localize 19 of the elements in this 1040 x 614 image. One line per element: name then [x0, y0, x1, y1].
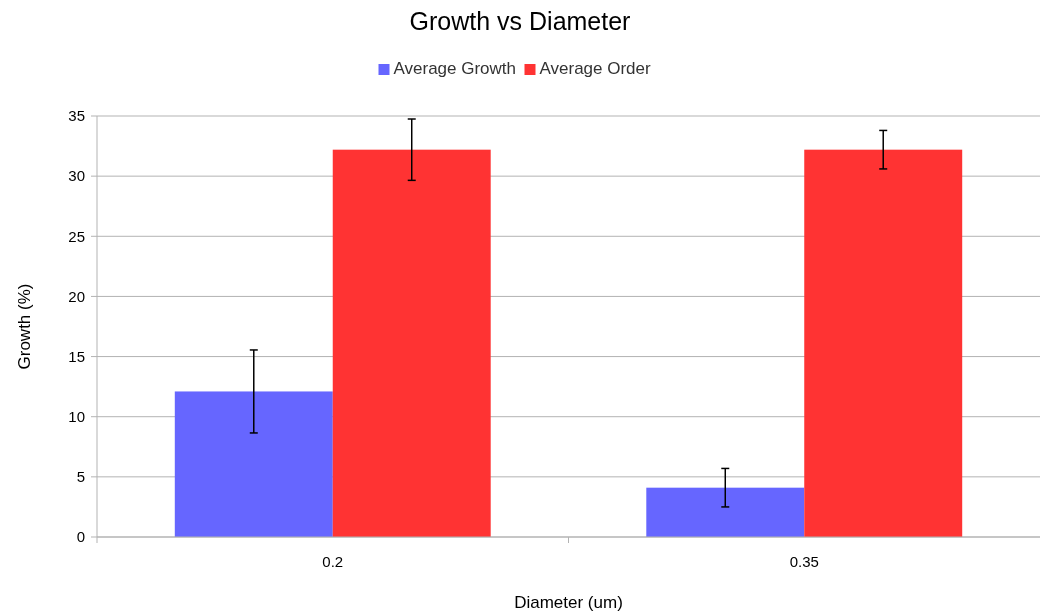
y-tick-label: 25 [68, 227, 85, 245]
x-axis-title: Diameter (um) [514, 593, 623, 612]
bar [804, 149, 963, 537]
y-tick-label: 20 [68, 287, 85, 305]
y-tick-label: 0 [76, 528, 85, 546]
legend-label: Average Order [539, 59, 652, 78]
y-tick-label: 5 [76, 468, 85, 486]
y-axis-title: Growth (%) [15, 283, 34, 370]
y-tick-label: 15 [68, 347, 85, 365]
chart-title: Growth vs Diameter [409, 7, 631, 35]
y-tick-label: 35 [68, 107, 85, 125]
bar [174, 391, 333, 537]
bar [646, 487, 805, 537]
y-tick-label: 10 [68, 407, 85, 425]
x-tick-label: 0.2 [322, 553, 344, 570]
bar [332, 149, 491, 537]
x-tick-label: 0.35 [789, 553, 819, 570]
y-tick-label: 30 [68, 167, 85, 185]
legend-label: Average Growth [393, 59, 517, 78]
